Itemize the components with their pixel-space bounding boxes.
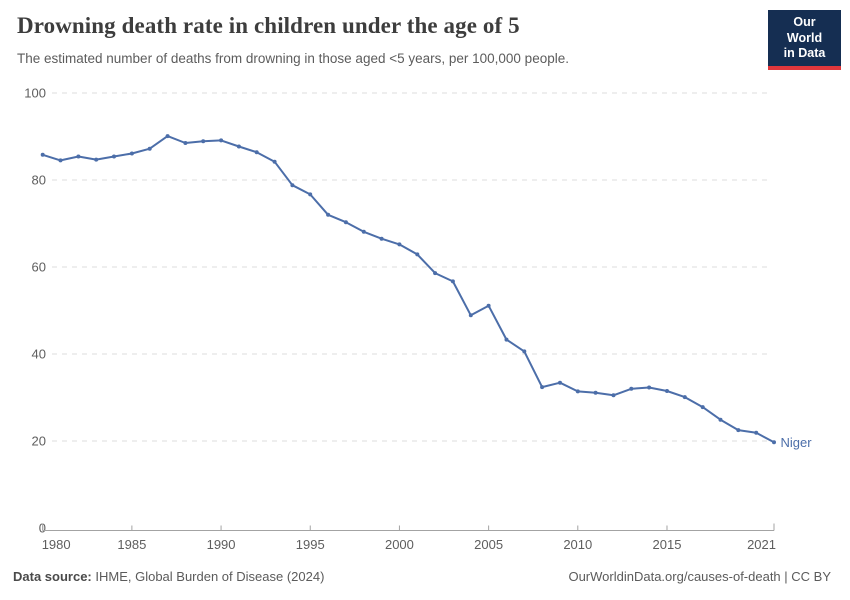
data-point-2004[interactable] — [468, 313, 473, 318]
data-line-niger[interactable] — [41, 135, 775, 444]
data-point-2011[interactable] — [593, 390, 598, 395]
x-tick-label-2005: 2005 — [474, 537, 503, 552]
x-tick-label-1990: 1990 — [207, 537, 236, 552]
data-point-2020[interactable] — [754, 430, 759, 435]
data-point-1992[interactable] — [254, 150, 259, 155]
x-tick-label-1985: 1985 — [117, 537, 146, 552]
y-tick-label-20: 20 — [32, 434, 46, 449]
data-point-2013[interactable] — [629, 386, 634, 391]
data-point-2015[interactable] — [665, 389, 669, 393]
data-point-1988[interactable] — [183, 141, 188, 145]
y-tick-label-80: 80 — [32, 173, 46, 188]
data-point-1990[interactable] — [219, 138, 224, 143]
data-point-1995[interactable] — [308, 192, 313, 197]
data-point-1997[interactable] — [343, 220, 348, 225]
data-point-2003[interactable] — [450, 279, 455, 284]
data-source-note: Data source: IHME, Global Burden of Dise… — [13, 569, 324, 584]
data-point-1996[interactable] — [326, 212, 331, 217]
y-tick-label-100: 100 — [24, 86, 46, 101]
x-tick-label-2015: 2015 — [653, 537, 682, 552]
data-point-2000[interactable] — [397, 242, 402, 247]
x-tick-label-2000: 2000 — [385, 537, 414, 552]
owid-logo-line2: in Data — [783, 46, 826, 61]
data-point-2001[interactable] — [415, 252, 420, 257]
data-point-1989[interactable] — [201, 139, 206, 144]
series-end-label[interactable]: Niger — [781, 435, 813, 450]
data-point-1985[interactable] — [129, 151, 134, 156]
data-point-1998[interactable] — [361, 229, 366, 234]
data-point-2006[interactable] — [504, 337, 509, 342]
data-point-1984[interactable] — [112, 154, 116, 159]
data-point-2009[interactable] — [558, 380, 562, 385]
data-point-2019[interactable] — [736, 428, 741, 433]
data-point-2008[interactable] — [540, 385, 545, 390]
data-point-1999[interactable] — [379, 236, 384, 241]
owid-logo[interactable]: Our World in Data — [768, 10, 841, 70]
y-tick-label-40: 40 — [32, 347, 46, 362]
data-point-2014[interactable] — [647, 385, 652, 390]
data-source-text: IHME, Global Burden of Disease (2024) — [91, 569, 325, 584]
data-point-2018[interactable] — [718, 417, 723, 422]
data-point-1993[interactable] — [272, 159, 277, 164]
data-point-1991[interactable] — [236, 144, 241, 149]
data-point-1987[interactable] — [165, 134, 170, 139]
page-title: Drowning death rate in children under th… — [17, 13, 520, 38]
chart-subtitle: The estimated number of deaths from drow… — [17, 51, 569, 66]
owid-credit-link[interactable]: OurWorldinData.org/causes-of-death | CC … — [568, 569, 831, 584]
data-point-1981[interactable] — [58, 158, 63, 163]
y-tick-label-60: 60 — [32, 260, 46, 275]
data-point-2017[interactable] — [700, 405, 705, 410]
x-tick-label-2021: 2021 — [747, 537, 776, 552]
x-tick-label-2010: 2010 — [563, 537, 592, 552]
data-point-1986[interactable] — [147, 146, 152, 151]
x-tick-label-1980: 1980 — [42, 537, 71, 552]
data-source-label: Data source: — [13, 569, 92, 584]
data-point-1983[interactable] — [94, 157, 99, 162]
data-point-1994[interactable] — [290, 183, 295, 188]
data-point-2021[interactable] — [772, 440, 776, 445]
x-tick-label-1995: 1995 — [296, 537, 325, 552]
owid-logo-line1: Our World — [786, 15, 823, 45]
data-point-2007[interactable] — [522, 349, 527, 354]
data-point-2005[interactable] — [486, 303, 491, 308]
data-point-2010[interactable] — [575, 389, 580, 394]
data-point-2002[interactable] — [433, 271, 438, 276]
data-point-1980[interactable] — [40, 152, 45, 157]
data-point-1982[interactable] — [76, 154, 81, 159]
data-point-2012[interactable] — [611, 393, 616, 398]
data-point-2016[interactable] — [682, 395, 687, 400]
